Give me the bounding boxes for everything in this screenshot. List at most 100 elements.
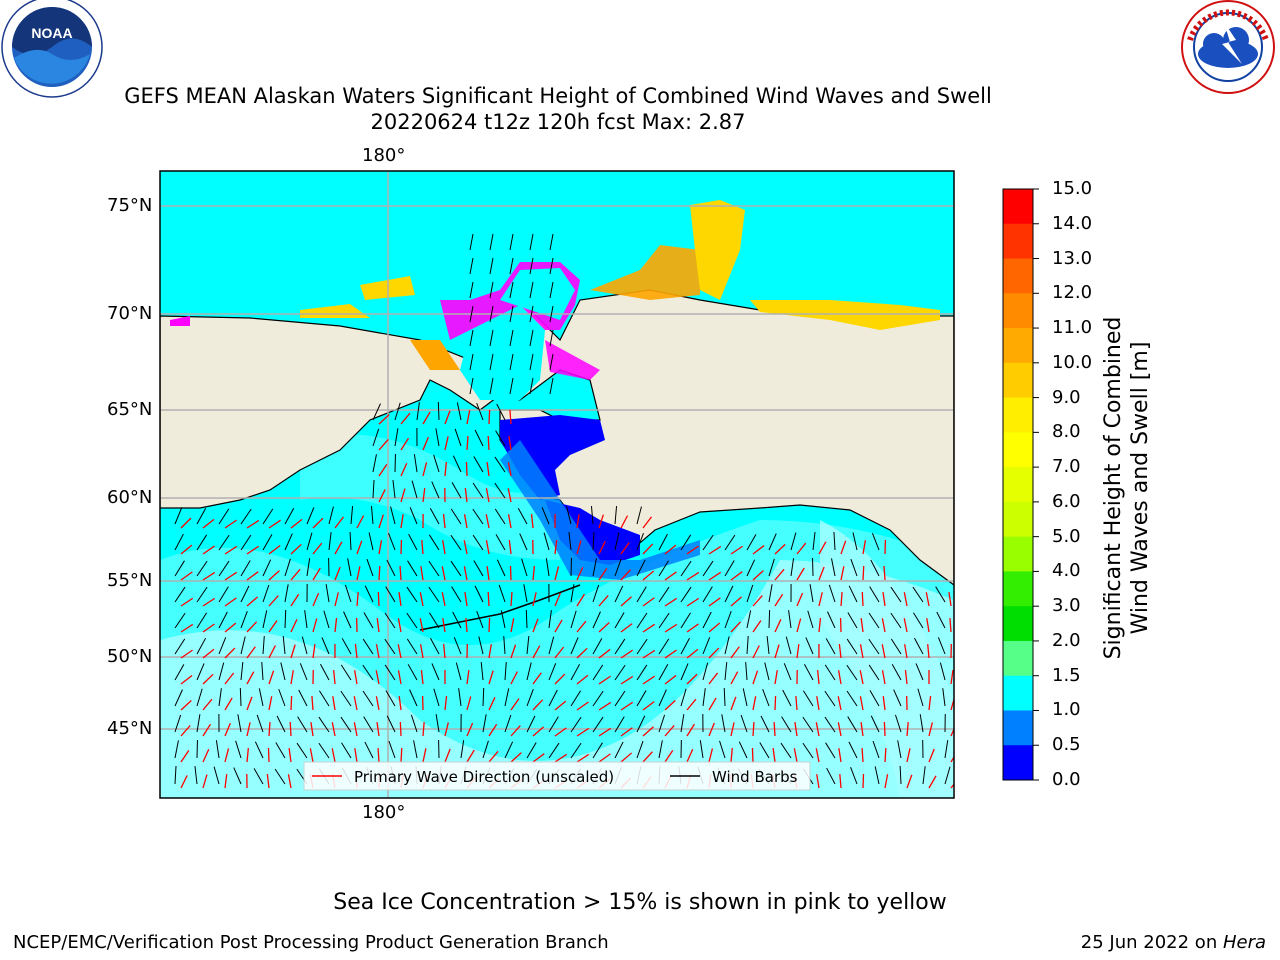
wind-barb: [825, 742, 836, 759]
wind-barb: [215, 740, 220, 759]
wave-arrow: [246, 696, 253, 711]
wave-arrow: [444, 410, 451, 425]
wave-arrow: [485, 488, 490, 503]
wave-arrow: [554, 619, 563, 633]
wave-arrow: [419, 644, 424, 659]
chart-subtitle: 20220624 t12z 120h fcst Max: 2.87: [370, 110, 746, 134]
wind-barb: [504, 741, 514, 759]
colorbar-tick-label: 6.0: [1052, 490, 1081, 512]
wind-barb: [740, 714, 748, 733]
wind-barb: [719, 740, 726, 759]
wave-arrow: [796, 618, 802, 633]
wind-barb: [509, 257, 514, 275]
wave-arrow: [312, 567, 321, 581]
wave-arrow: [620, 569, 631, 581]
wind-barb: [341, 742, 352, 759]
wave-arrow: [949, 617, 952, 633]
wind-barb: [218, 688, 222, 707]
wave-arrow: [466, 410, 471, 425]
wind-barb: [306, 532, 313, 551]
wave-arrow: [840, 540, 847, 555]
wave-arrow: [266, 774, 270, 789]
wave-arrow: [816, 670, 820, 685]
footer-branch: NCEP/EMC/Verification Post Processing Pr…: [13, 932, 609, 953]
wind-barb: [469, 257, 474, 275]
wave-arrow: [202, 623, 215, 633]
wind-barb: [802, 716, 814, 733]
wind-barb: [240, 610, 248, 629]
wave-arrow: [376, 722, 380, 737]
wind-barb: [762, 688, 770, 707]
wind-barb: [494, 456, 506, 473]
wind-barb: [702, 637, 711, 655]
wind-barb: [917, 688, 924, 707]
wind-barb: [746, 534, 757, 551]
wave-arrow: [268, 670, 275, 685]
wind-barb: [498, 584, 506, 603]
wind-barb: [780, 742, 792, 759]
wave-arrow: [400, 747, 403, 763]
wave-arrow: [642, 597, 655, 607]
legend-wind-label: Wind Barbs: [712, 768, 798, 786]
wave-arrow: [708, 697, 717, 711]
colorbar-tick-label: 9.0: [1052, 386, 1081, 408]
wind-barb: [504, 688, 510, 707]
wind-barb: [363, 716, 374, 733]
wind-barb: [174, 689, 183, 707]
wind-barb: [321, 637, 330, 655]
colorbar-tick-label: 3.0: [1052, 595, 1081, 617]
wave-arrow: [180, 775, 188, 789]
wave-arrow: [356, 591, 359, 607]
wind-barb: [196, 663, 205, 681]
wave-arrow: [576, 753, 590, 763]
lat-label-70: 70°N: [107, 303, 153, 324]
wind-barb: [284, 533, 293, 551]
wind-barb: [469, 281, 474, 299]
wind-barb: [935, 586, 946, 603]
wind-barb: [702, 611, 712, 629]
wind-barb: [503, 636, 506, 655]
wind-barb: [370, 506, 374, 525]
wave-arrow: [686, 571, 700, 581]
wave-arrow: [356, 515, 365, 529]
wind-barb: [240, 508, 252, 525]
wave-arrow: [289, 721, 292, 737]
wind-barb: [549, 233, 554, 251]
wind-barb: [362, 664, 374, 681]
wave-arrow: [180, 623, 194, 633]
wind-barb: [450, 508, 462, 525]
colorbar-segment: [1003, 745, 1033, 781]
wind-barb: [196, 714, 201, 733]
wave-arrow: [202, 597, 216, 607]
wind-barb: [196, 560, 208, 577]
colorbar-tick-label: 2.0: [1052, 629, 1081, 651]
wind-barb: [549, 257, 554, 275]
wave-arrow: [399, 565, 402, 581]
wave-arrow: [353, 722, 358, 737]
wave-arrow: [224, 545, 238, 555]
wave-arrow: [312, 592, 320, 607]
wave-arrow: [576, 620, 587, 633]
wave-arrow: [224, 722, 231, 737]
wave-arrow: [443, 644, 446, 659]
wind-barb: [262, 636, 265, 655]
wind-barb: [328, 532, 332, 551]
wave-arrow: [312, 517, 324, 529]
wave-arrow: [444, 748, 451, 763]
wind-barb: [372, 454, 377, 473]
wind-barb: [812, 532, 816, 551]
wave-arrow: [730, 696, 737, 711]
wave-arrow: [487, 435, 490, 451]
wave-arrow: [202, 673, 214, 685]
wind-barb: [469, 305, 474, 323]
wind-barb: [592, 690, 604, 707]
wave-arrow: [686, 723, 695, 737]
wind-barb: [724, 534, 736, 551]
wind-barb: [614, 558, 622, 577]
wind-barb: [495, 430, 506, 447]
wave-arrow: [397, 670, 402, 685]
wind-barb: [636, 740, 644, 759]
wind-barb: [253, 768, 264, 785]
wind-barb: [500, 610, 506, 629]
wave-arrow: [507, 488, 512, 503]
